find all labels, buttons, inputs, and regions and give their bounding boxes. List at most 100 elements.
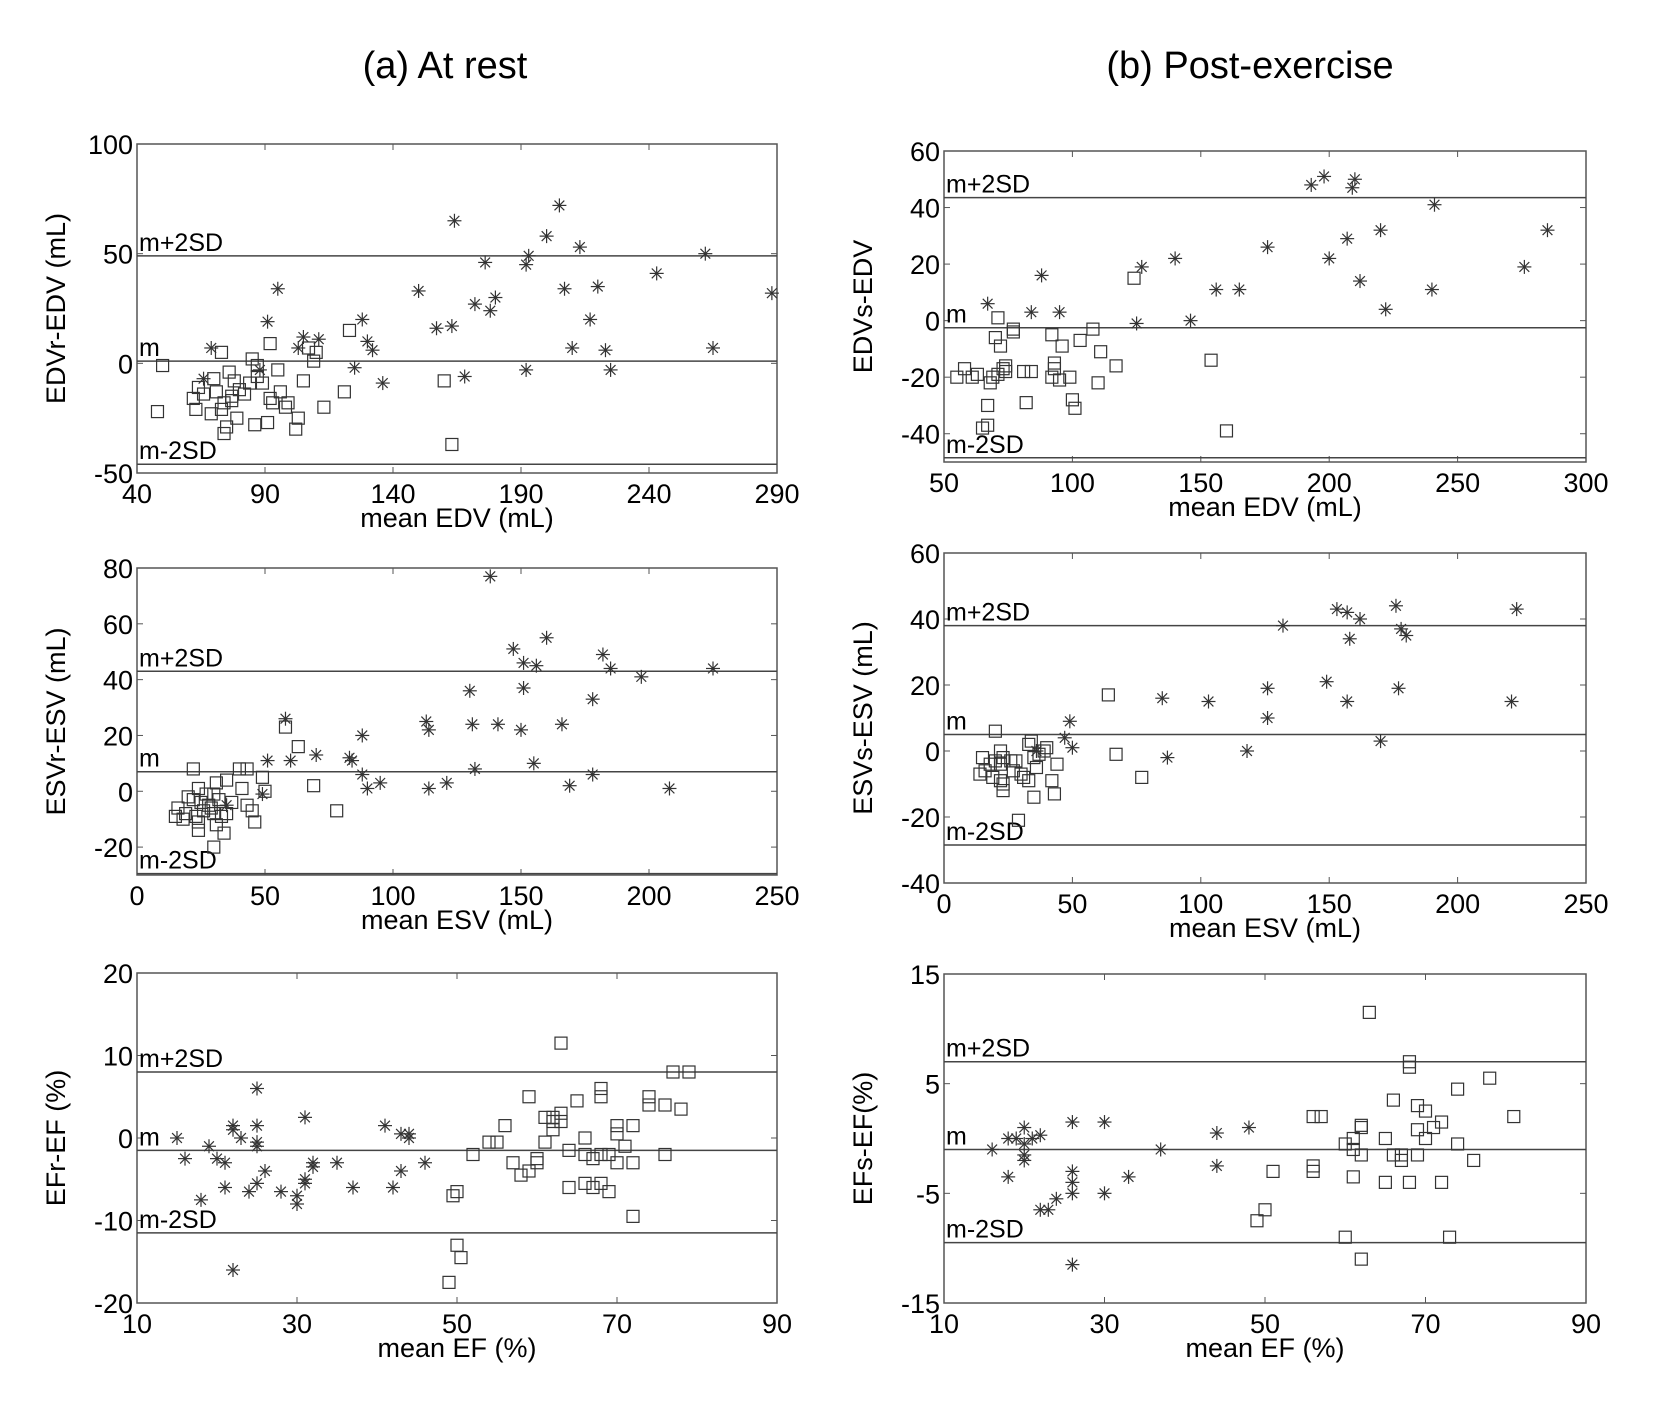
asterisk-marker (290, 1197, 304, 1211)
reference-line-label: m-2SD (139, 437, 217, 465)
asterisk-marker (1329, 602, 1344, 617)
asterisk-marker (585, 767, 600, 782)
square-marker (1219, 424, 1234, 438)
asterisk-marker (557, 281, 572, 296)
square-marker (586, 1180, 600, 1195)
asterisk-marker (447, 213, 462, 228)
column-title-rest: (a) At rest (363, 45, 528, 87)
x-tick-label: 30 (282, 1309, 312, 1339)
square-marker (207, 840, 221, 854)
asterisk-marker (378, 1118, 392, 1133)
square-marker (245, 352, 259, 366)
square-marker (1346, 1131, 1360, 1146)
plot-frame (136, 972, 778, 1304)
square-marker (437, 374, 451, 388)
asterisk-marker (764, 286, 779, 301)
y-tick-label: -20 (901, 363, 940, 393)
asterisk-marker (706, 340, 720, 355)
square-marker (204, 407, 218, 421)
square-marker (209, 818, 223, 832)
reference-line-label: m-2SD (946, 431, 1024, 459)
square-marker (260, 415, 275, 430)
asterisk-marker (355, 312, 370, 327)
square-marker (530, 1156, 544, 1170)
square-marker (1101, 688, 1115, 702)
square-marker (981, 398, 995, 413)
square-marker (1507, 1109, 1521, 1124)
asterisk-marker (1540, 223, 1555, 238)
asterisk-marker (226, 1263, 240, 1277)
asterisk-marker (255, 787, 270, 802)
square-marker (1410, 1148, 1425, 1162)
square-marker (658, 1147, 672, 1162)
asterisk-marker (1342, 631, 1357, 646)
square-marker (1006, 325, 1020, 339)
square-marker (1009, 754, 1023, 768)
square-marker (986, 370, 1000, 384)
asterisk-marker (1097, 1115, 1112, 1130)
asterisk-marker (554, 717, 569, 732)
square-marker (1068, 401, 1082, 415)
square-marker (658, 1098, 672, 1112)
asterisk-marker (1129, 316, 1144, 331)
asterisk-marker (218, 1155, 232, 1170)
asterisk-marker (565, 340, 580, 355)
y-tick-label: 20 (103, 959, 133, 989)
x-axis-label: mean ESV (mL) (1169, 913, 1361, 943)
square-marker (538, 1135, 552, 1149)
square-marker (1027, 790, 1041, 804)
asterisk-marker (1340, 694, 1355, 709)
square-marker (1418, 1131, 1433, 1146)
square-marker (586, 1152, 600, 1166)
square-marker (245, 804, 259, 818)
square-marker (189, 402, 203, 416)
asterisk-marker (1388, 598, 1403, 613)
asterisk-marker (1275, 618, 1290, 633)
square-marker (610, 1156, 624, 1170)
reference-line-label: m+2SD (139, 1045, 223, 1073)
square-marker (191, 823, 206, 837)
square-marker (186, 391, 200, 406)
square-marker (250, 369, 264, 384)
square-marker (181, 790, 195, 804)
asterisk-marker (278, 711, 293, 726)
asterisk-marker (1347, 172, 1362, 187)
square-marker (258, 784, 272, 798)
square-marker (1045, 328, 1059, 342)
square-marker (1022, 737, 1036, 752)
square-marker (1047, 356, 1062, 370)
square-marker (530, 1152, 544, 1166)
asterisk-marker (242, 1184, 256, 1199)
square-marker (626, 1119, 640, 1133)
y-axis-label: EFs-EF(%) (848, 1072, 878, 1205)
y-tick-label: -15 (901, 1289, 940, 1319)
asterisk-marker (411, 283, 426, 298)
reference-line-label: m (946, 708, 967, 736)
reference-line-label: m (139, 334, 160, 362)
asterisk-marker (1024, 305, 1039, 320)
square-marker (248, 418, 262, 432)
square-marker (337, 385, 351, 399)
square-marker (271, 363, 285, 377)
reference-line-label: m (139, 745, 160, 773)
x-tick-label: 250 (1435, 468, 1480, 498)
asterisk-marker (202, 1139, 216, 1154)
square-marker (570, 1094, 584, 1108)
square-marker (156, 358, 170, 373)
square-marker (1410, 1123, 1425, 1137)
asterisk-marker (1034, 268, 1049, 283)
square-marker (666, 1065, 680, 1079)
asterisk-marker (394, 1164, 408, 1178)
asterisk-marker (521, 248, 536, 263)
plot-frame (943, 150, 1587, 463)
square-marker (1402, 1060, 1417, 1074)
asterisk-marker (478, 255, 493, 270)
square-marker (594, 1090, 608, 1104)
panel-exercise-edv: 50 100 150 200 250 300 -40 -20 0 20 40 60 mean EDV (… (848, 137, 1609, 522)
square-marker (204, 801, 218, 815)
square-marker (150, 404, 165, 419)
asterisk-marker (467, 297, 482, 312)
reference-line-label: m (946, 1122, 967, 1150)
square-marker (522, 1090, 536, 1104)
square-marker (498, 1119, 512, 1133)
